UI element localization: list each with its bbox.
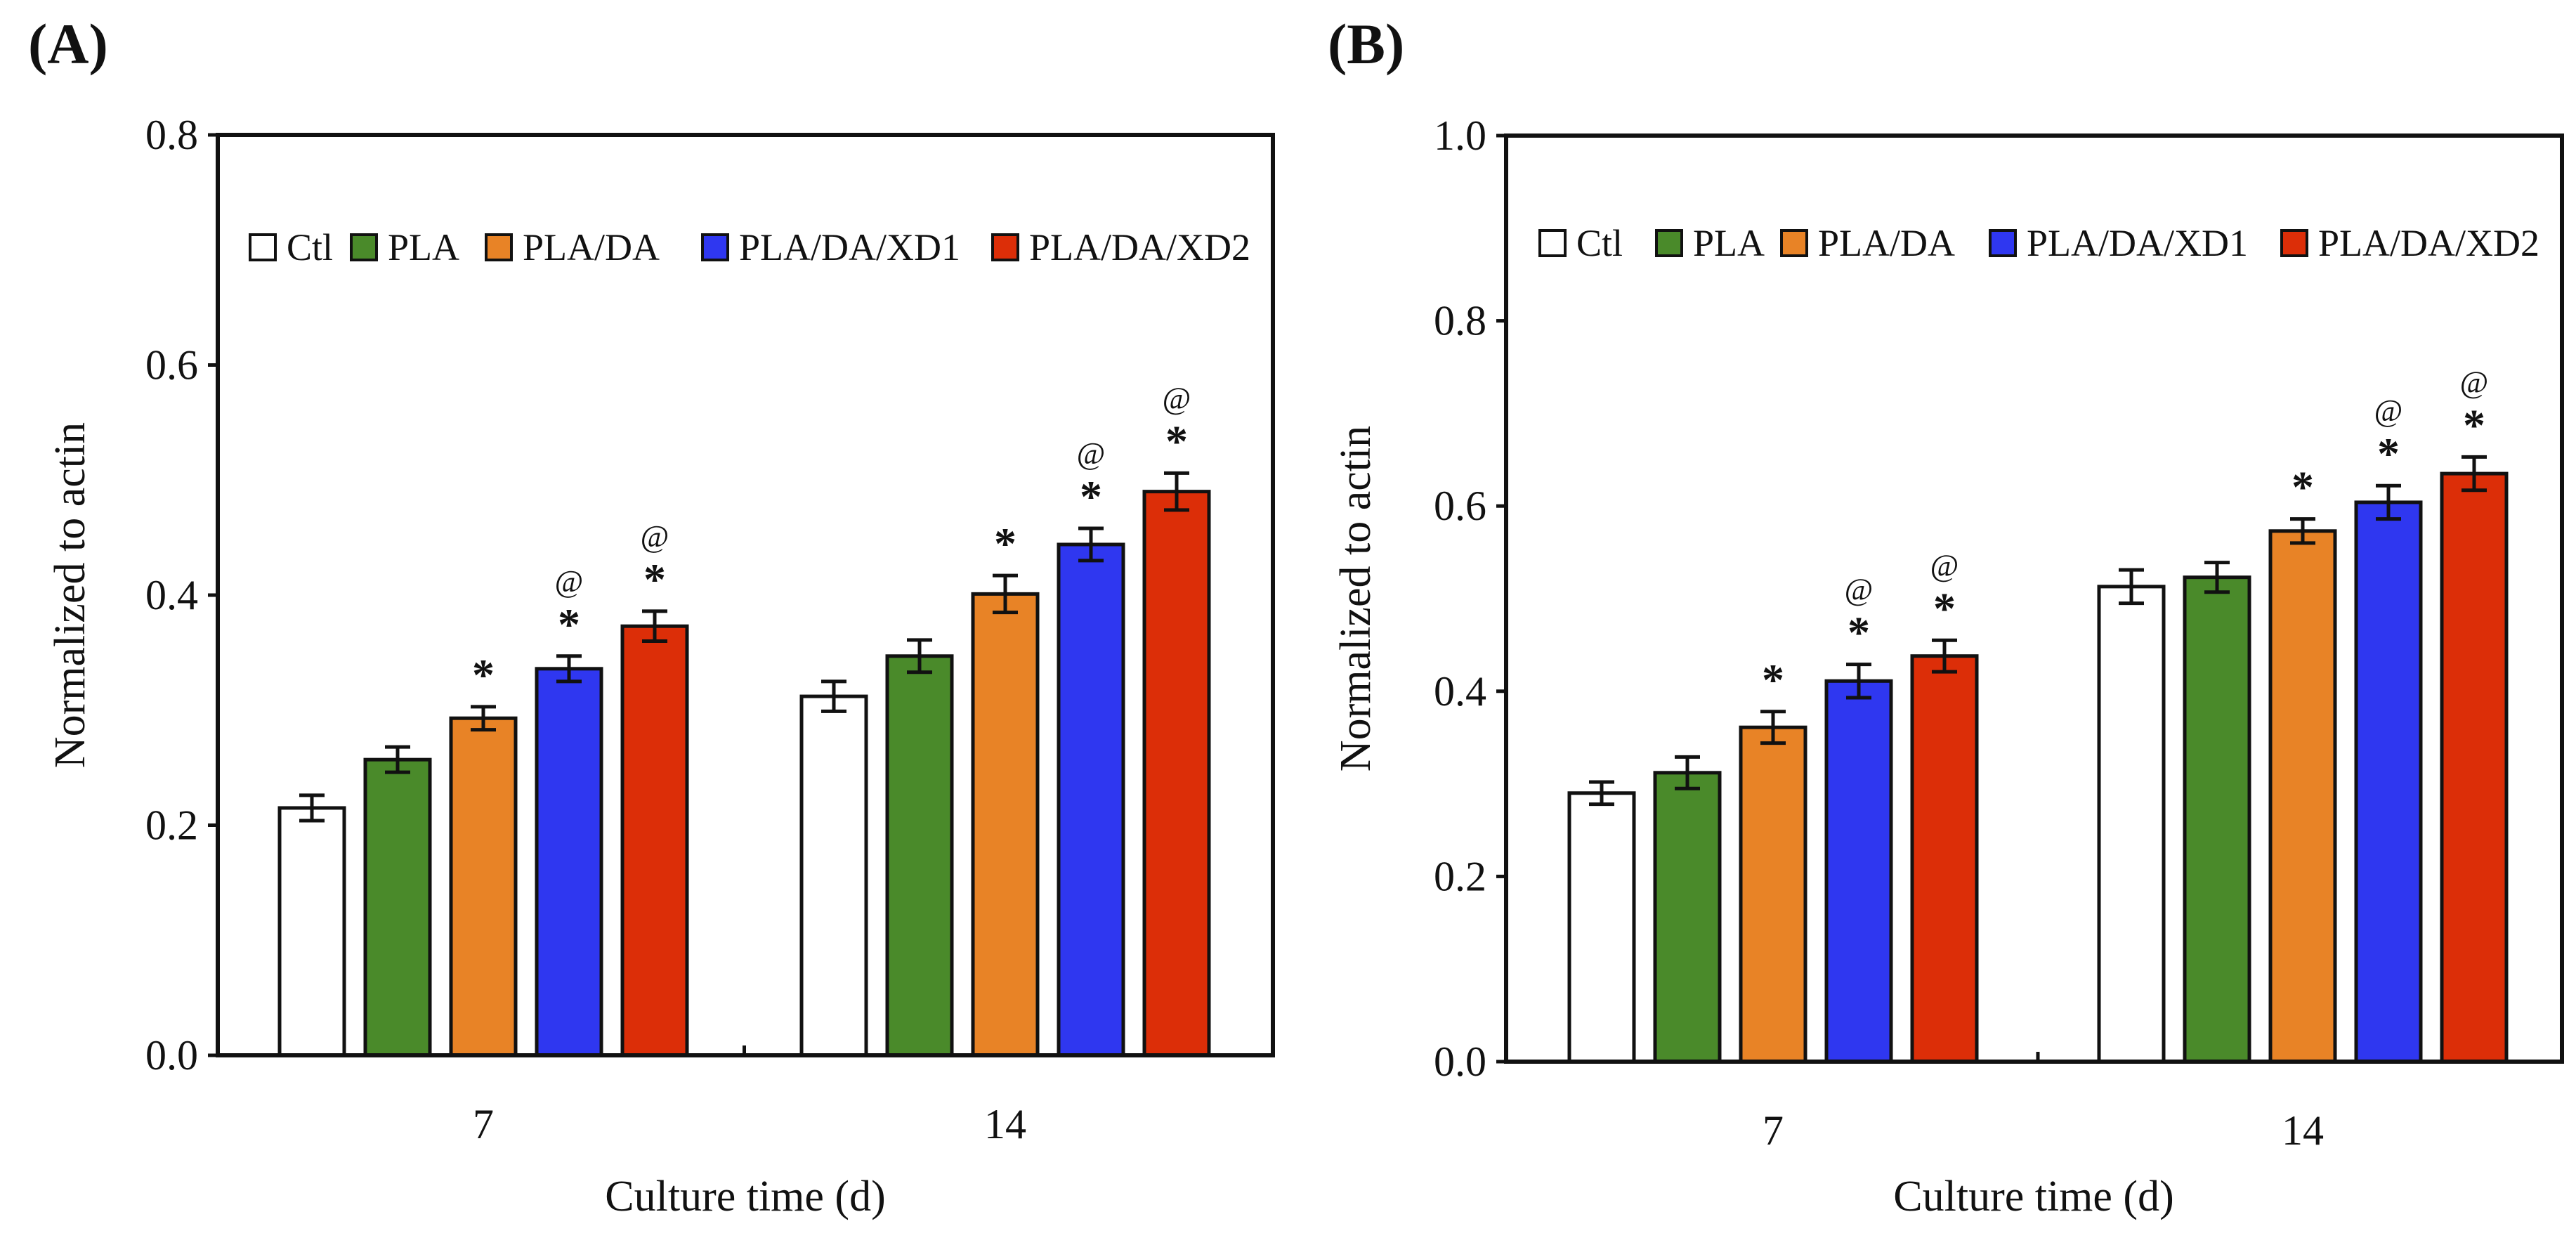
bar [1567,791,1636,1064]
legend-label: PLA/DA/XD2 [1029,226,1250,268]
y-tick-label: 0.6 [1434,483,1486,529]
significance-star: * [472,650,495,700]
legend-label: PLA/DA [523,226,660,268]
bar [1142,490,1211,1057]
legend: Ctl PLA PLA/DA PLA/DA/XD1 PLA/DA/XD2 [1538,222,2539,264]
plot-frame [1504,133,2564,1064]
significance-at: @ [641,519,669,554]
significance-star: * [1848,608,1870,658]
legend-label: PLA/DA/XD1 [739,226,960,268]
significance-at: @ [1077,436,1106,471]
bar [449,716,518,1057]
significance-star: * [1165,416,1188,466]
bar [1057,542,1125,1057]
x-tick-label: 14 [984,1101,1026,1147]
significance-at: @ [1930,548,1959,582]
chart-panel-b: (B) 0.00.20.40.60.81.0 ***@*@*@*@ Ctl PLA… [1328,12,2564,1220]
significance-at: @ [2374,393,2403,428]
panel-label: (B) [1328,12,1404,76]
legend-swatch [1655,229,1683,257]
legend-swatch [991,233,1019,261]
bars-group: ***@*@*@*@ [1567,365,2509,1064]
x-tick-label: 7 [473,1101,494,1147]
legend-swatch [1780,229,1808,257]
significance-star: * [2377,429,2400,478]
significance-at: @ [1845,573,1874,607]
legend-label: PLA/DA/XD1 [2027,222,2248,264]
y-tick-label: 0.2 [145,802,198,849]
bar [2183,575,2251,1064]
y-tick-label: 0.6 [145,342,198,389]
significance-star: * [643,554,666,604]
legend-swatch [2280,229,2308,257]
y-tick-label: 0.0 [145,1032,198,1079]
bar [2268,529,2337,1064]
significance-at: @ [1163,381,1191,415]
chart-panel-a: (A) 0.00.20.40.60.8 ***@*@*@*@ Ctl PLA PLA… [28,12,1275,1220]
y-tick-label: 0.8 [145,112,198,158]
legend-label: PLA [1693,222,1765,264]
legend-label: Ctl [1576,222,1623,264]
legend-swatch [1538,229,1567,257]
y-tick-label: 1.0 [1434,112,1486,159]
significance-star: * [1933,583,1956,633]
bars-group: ***@*@*@*@ [277,381,1211,1057]
bar [1653,771,1722,1064]
y-axis-ticks: 0.0 0.2 0.4 0.6 0.8 1.0 [1434,112,1506,1085]
bar [277,806,346,1057]
legend-label: PLA/DA [1818,222,1955,264]
bar [1739,725,1807,1064]
significance-at: @ [2460,365,2489,399]
x-axis-ticks: 7 14 [1763,1052,2324,1154]
y-tick-label: 0.2 [1434,853,1486,899]
legend: Ctl PLA PLA/DA PLA/DA/XD1 PLA/DA/XD2 [249,226,1250,268]
y-tick-label: 0.4 [145,572,198,618]
bar [1910,654,1979,1064]
significance-star: * [994,519,1016,568]
bar [2097,585,2166,1064]
x-axis-ticks: 7 14 [473,1045,1026,1147]
legend-label: PLA/DA/XD2 [2318,222,2539,264]
legend-swatch [485,233,513,261]
y-axis-ticks: 0.0 0.2 0.4 0.6 0.8 [145,112,218,1079]
bar [535,667,603,1057]
x-axis-title: Culture time (d) [1893,1173,2173,1220]
significance-star: * [2463,400,2485,450]
legend-swatch [350,233,378,261]
legend-swatch [249,233,277,261]
y-tick-label: 0.4 [1434,668,1486,715]
significance-at: @ [555,564,584,599]
bar [2354,500,2423,1064]
legend-swatch [1989,229,2017,257]
x-tick-label: 14 [2282,1107,2324,1154]
bar [1824,679,1893,1064]
significance-star: * [2291,462,2314,512]
x-axis-title: Culture time (d) [605,1173,885,1220]
bar [885,654,954,1057]
bar [799,694,868,1057]
bar [363,757,432,1057]
panel-label: (A) [28,12,108,76]
significance-star: * [1762,655,1784,705]
bar [2440,471,2509,1064]
y-axis-title: Normalized to actin [1332,426,1380,771]
y-tick-label: 0.0 [1434,1038,1486,1085]
legend-label: PLA [388,226,459,268]
bar [620,624,689,1057]
y-axis-title: Normalized to actin [46,422,94,768]
legend-swatch [701,233,729,261]
legend-label: Ctl [287,226,333,268]
y-tick-label: 0.8 [1434,298,1486,344]
x-tick-label: 7 [1763,1107,1784,1154]
bar [971,592,1040,1057]
significance-star: * [1080,471,1102,521]
significance-star: * [558,599,580,649]
